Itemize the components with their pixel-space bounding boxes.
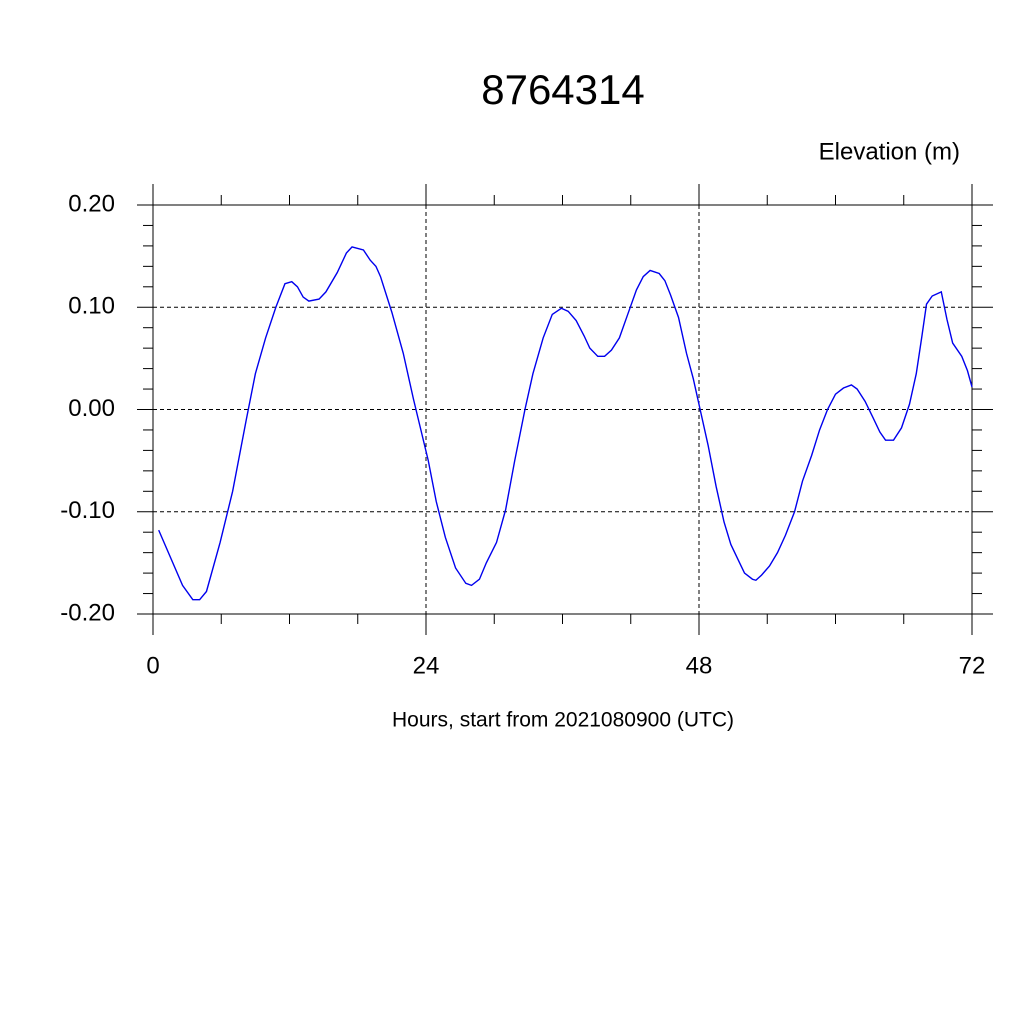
y-tick-label: 0.00 <box>68 395 115 422</box>
x-tick-label: 72 <box>959 652 986 679</box>
y-tick-label: -0.20 <box>60 599 115 626</box>
chart-title: 8764314 <box>481 66 645 113</box>
y-tick-label: 0.10 <box>68 293 115 320</box>
y-axis-unit: Elevation (m) <box>819 138 960 165</box>
data-line <box>158 246 973 601</box>
y-tick-label: 0.20 <box>68 190 115 217</box>
x-tick-label: 0 <box>146 652 159 679</box>
x-tick-label: 48 <box>686 652 713 679</box>
plot-frame <box>152 204 973 615</box>
y-tick-label: -0.10 <box>60 497 115 524</box>
x-axis-label: Hours, start from 2021080900 (UTC) <box>392 709 734 732</box>
x-tick-label: 24 <box>413 652 440 679</box>
